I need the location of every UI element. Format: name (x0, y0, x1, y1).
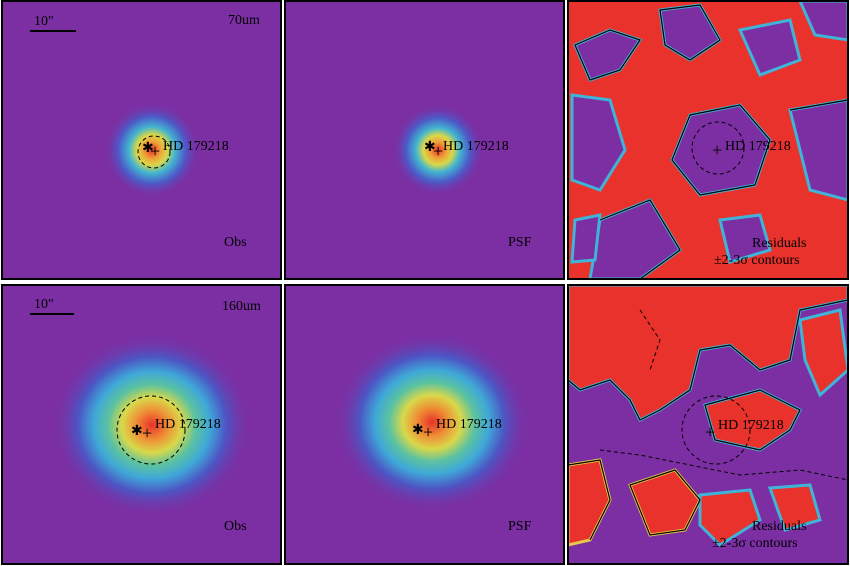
scale-bar-label: 10" (34, 14, 54, 29)
scale-bar-label: 10" (34, 297, 54, 312)
star-marker-icon: ✱ (131, 424, 143, 439)
star-marker-icon: ✱ (412, 423, 424, 438)
panel-70um-psf: ✱ + HD 179218 PSF (284, 0, 565, 280)
cross-marker-icon: + (705, 422, 715, 442)
panel-70um-residuals: + HD 179218 Residuals ±2-3σ contours (567, 0, 849, 280)
panel-caption: Obs (224, 519, 247, 534)
panel-70um-obs: ✱ + HD 179218 10" 70um Obs (1, 0, 282, 280)
star-label: HD 179218 (163, 139, 229, 154)
panel-caption: PSF (508, 519, 532, 534)
star-label: HD 179218 (443, 139, 509, 154)
panel-160um-residuals: + HD 179218 Residuals ±2-3σ contours (567, 284, 849, 565)
cross-marker-icon: + (423, 422, 433, 442)
cross-marker-icon: + (712, 140, 722, 160)
band-label: 70um (228, 13, 260, 28)
residuals-caption-line1: Residuals (752, 236, 806, 251)
star-marker-icon: ✱ (424, 140, 436, 155)
cross-marker-icon: + (433, 141, 443, 161)
cross-marker-icon: + (150, 141, 160, 161)
panel-160um-psf: ✱ + HD 179218 PSF (284, 284, 565, 565)
star-label: HD 179218 (436, 417, 502, 432)
residuals-caption-line2: ±2-3σ contours (712, 536, 798, 551)
cross-marker-icon: + (142, 423, 152, 443)
residuals-caption-line1: Residuals (752, 519, 806, 534)
panel-160um-obs: ✱ + HD 179218 10" 160um Obs (1, 284, 282, 565)
star-label: HD 179218 (718, 418, 784, 433)
star-label: HD 179218 (155, 417, 221, 432)
panel-caption: Obs (224, 235, 247, 250)
panel-caption: PSF (508, 235, 532, 250)
band-label: 160um (222, 299, 261, 314)
star-marker-icon: ✱ (142, 141, 154, 156)
star-label: HD 179218 (725, 139, 791, 154)
residuals-caption-line2: ±2-3σ contours (714, 253, 800, 268)
